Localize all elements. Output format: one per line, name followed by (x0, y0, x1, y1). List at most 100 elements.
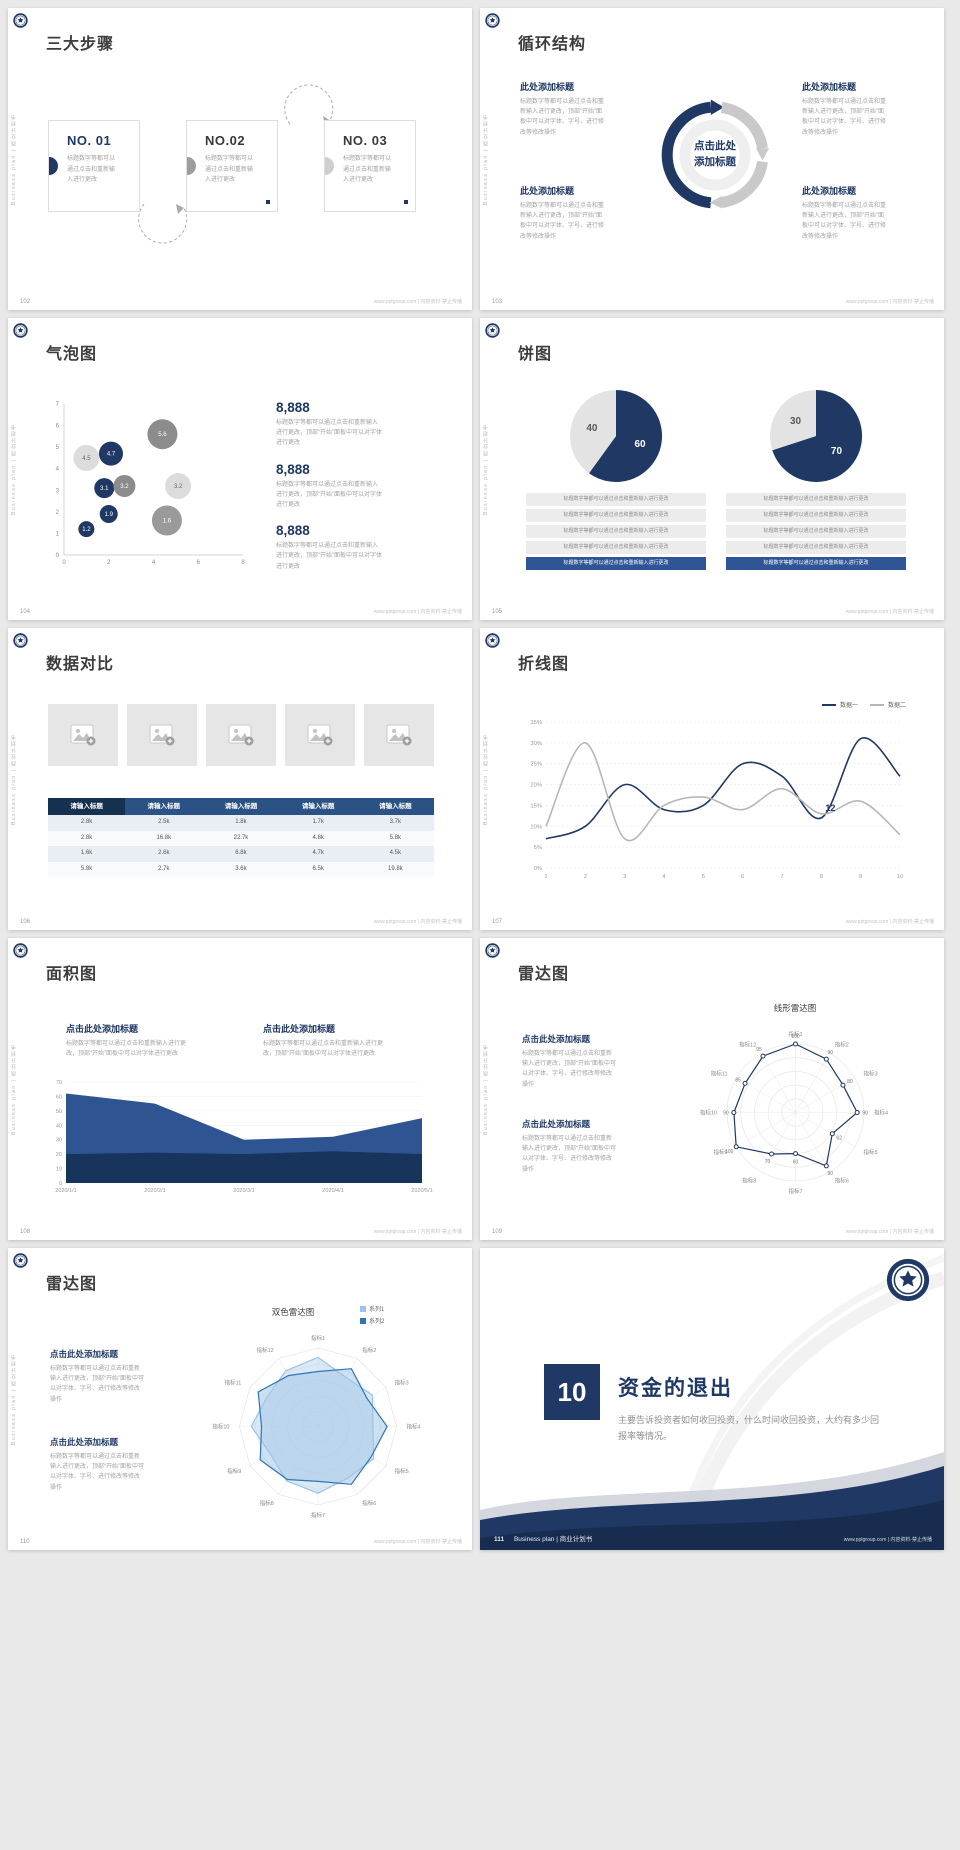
page-number: 106 (20, 919, 31, 925)
svg-text:指标7: 指标7 (311, 1511, 325, 1519)
slide-title: 数据对比 (46, 656, 115, 673)
table-header-cell: 请输入标题 (48, 798, 126, 815)
block-body: 标题数字等都可以通过点击和重新输入进行更改，顶部“开始”面板中可以对字体、字号、… (522, 1051, 616, 1088)
stat-item: 8,888 标题数字等都可以通过点击和重新输入进行更改，顶部“开始”面板中可以对… (276, 400, 382, 449)
page-number: 102 (20, 299, 31, 305)
svg-text:3.2: 3.2 (174, 484, 183, 490)
step-text: 标题数字等都可以通过点击和重新输入进行更改 (205, 156, 254, 183)
svg-text:62: 62 (836, 1136, 842, 1142)
vertical-label: Business plan | 商业计划书 (11, 113, 17, 205)
footer-site: www.pptgroup.com | 内容资料·禁止传播 (843, 1537, 932, 1543)
page-number: 107 (492, 919, 503, 925)
caption-bar-list: 标题数字等都可以通过点击和重新输入进行更改 标题数字等都可以通过点击和重新输入进行… (526, 493, 706, 570)
svg-text:指标3: 指标3 (395, 1378, 409, 1386)
block-title: 点击此处添加标题 (263, 1024, 336, 1034)
svg-text:2020/1/1: 2020/1/1 (55, 1188, 76, 1194)
caption-bar: 标题数字等都可以通过点击和重新输入进行更改 (726, 525, 906, 538)
page-number: 104 (20, 609, 31, 615)
block-body: 标题数字等都可以通过点击和重新输入进行更改，顶部“开始”面板中可以对字体、字号、… (50, 1454, 144, 1491)
table-cell: 16.8k (125, 830, 203, 846)
footer-site: www.pptgroup.com | 内容资料·禁止传播 (373, 1539, 462, 1545)
block-title: 点击此处添加标题 (50, 1349, 119, 1359)
svg-text:0%: 0% (534, 866, 542, 872)
svg-text:1.2: 1.2 (82, 527, 91, 533)
svg-text:8: 8 (820, 874, 823, 880)
slide-title: 雷达图 (46, 1276, 98, 1293)
slide-106[interactable]: Business plan | 商业计划书 数据对比 请输入标题 请输入标题 请输入… (8, 628, 472, 930)
svg-text:5: 5 (56, 445, 60, 451)
svg-text:指标12: 指标12 (257, 1346, 274, 1354)
svg-text:85: 85 (735, 1077, 741, 1083)
svg-text:9: 9 (859, 874, 862, 880)
table-cell: 22.7k (202, 830, 280, 846)
svg-text:3.2: 3.2 (120, 484, 129, 490)
table-cell: 4.5k (356, 846, 434, 862)
svg-text:指标8: 指标8 (260, 1499, 274, 1507)
section-number: 10 (544, 1364, 600, 1420)
legend-label: 系列1 (369, 1307, 385, 1313)
svg-text:100: 100 (791, 1034, 800, 1040)
table-cell: 6.5k (279, 861, 357, 877)
caption-bar: 标题数字等都可以通过点击和重新输入进行更改 (526, 525, 706, 538)
slide-107[interactable]: Business plan | 商业计划书 折线图 数据一 数据二 0% 5% 10… (480, 628, 944, 930)
stat-value: 8,888 (276, 523, 310, 539)
svg-text:90: 90 (862, 1111, 868, 1117)
block-body: 标题数字等都可以通过点击和重新输入进行更改，顶部“开始”面板中可以对字体、字号、… (802, 99, 887, 136)
svg-text:7: 7 (56, 402, 60, 408)
stats-column: 8,888 标题数字等都可以通过点击和重新输入进行更改，顶部“开始”面板中可以对… (276, 400, 382, 585)
block-title: 点击此处添加标题 (522, 1034, 591, 1044)
svg-text:40: 40 (586, 423, 598, 434)
vertical-label: Business plan | 商业计划书 (483, 423, 489, 515)
table-cell: 2.7k (125, 861, 203, 877)
step-card-1: NO. 01 标题数字等都可以通过点击和重新输入进行更改 (48, 120, 140, 212)
svg-text:2020/2/1: 2020/2/1 (144, 1188, 165, 1194)
svg-text:指标9: 指标9 (713, 1148, 727, 1156)
image-placeholder-icon (48, 704, 118, 766)
slide-111[interactable]: 10 资金的退出 主要告诉投资者如何收回投资，什么时间收回投资，大约有多少回报率… (480, 1248, 944, 1550)
section-title: 资金的退出 (618, 1377, 733, 1400)
vertical-label: Business plan | 商业计划书 (11, 423, 17, 515)
svg-text:4: 4 (662, 874, 666, 880)
legend-label: 数据一 (839, 703, 858, 709)
step-marker (49, 157, 58, 175)
logo-badge-icon (485, 633, 500, 648)
vertical-label: Business plan | 商业计划书 (483, 113, 489, 205)
svg-text:指标2: 指标2 (835, 1041, 849, 1049)
slide-102[interactable]: Business plan | 商业计划书 三大步骤 NO. 01 标题数字等都… (8, 8, 472, 310)
legend-item: 系列2 (360, 1316, 384, 1325)
slide-105[interactable]: Business plan | 商业计划书 饼图 60 40 标题数字等都可以通过… (480, 318, 944, 620)
svg-text:30%: 30% (530, 741, 542, 747)
text-block: 此处添加标题 标题数字等都可以通过点击和重新输入进行更改，顶部“开始”面板中可以… (520, 184, 626, 242)
text-block: 此处添加标题 标题数字等都可以通过点击和重新输入进行更改，顶部“开始”面板中可以… (802, 80, 908, 138)
slide-104[interactable]: Business plan | 商业计划书 气泡图 0 2 4 6 8 0 1 2 3 4 5 6 7 4… (8, 318, 472, 620)
slide-110[interactable]: Business plan | 商业计划书 雷达图 双色雷达图 系列1 系列2 … (8, 1248, 472, 1550)
legend-item: 系列1 (360, 1304, 384, 1313)
svg-text:指标2: 指标2 (362, 1346, 376, 1354)
logo-badge-icon (485, 323, 500, 338)
decor-square (404, 200, 408, 204)
radar-chart: 指标1 指标2 指标3 指标4 指标5 指标6 指标7 指标8 指标9 指标10 指标11 指标12 (212, 1334, 420, 1519)
vertical-label: Business plan | 商业计划书 (11, 1353, 17, 1445)
slide-title: 三大步骤 (46, 36, 115, 53)
comparison-table: 请输入标题 请输入标题 请输入标题 请输入标题 请输入标题 2.8k 2.5k 1.8k 1.7… (48, 798, 434, 877)
block-body: 标题数字等都可以通过点击和重新输入进行更改，顶部“开始”面板中可以对字体、字号、… (50, 1366, 144, 1403)
table-cell: 3.6k (202, 861, 280, 877)
footer-site: www.pptgroup.com | 内容资料·禁止传播 (373, 1229, 462, 1235)
slide-108[interactable]: Business plan | 商业计划书 面积图 点击此处添加标题 标题数字等… (8, 938, 472, 1240)
image-placeholder-row (48, 704, 434, 766)
pie-chart: 70 30 (770, 389, 863, 482)
divider-swoosh-background (480, 1254, 944, 1550)
page-number: 109 (492, 1229, 503, 1235)
slide-103[interactable]: Business plan | 商业计划书 循环结构 此处添加标题 标题数字等都… (480, 8, 944, 310)
vertical-label: Business plan | 商业计划书 (11, 733, 17, 825)
svg-text:2020/4/1: 2020/4/1 (322, 1188, 343, 1194)
svg-text:2: 2 (56, 510, 60, 516)
block-title: 此处添加标题 (802, 82, 857, 92)
table-cell: 1.6k (48, 846, 126, 862)
caption-bar: 标题数字等都可以通过点击和重新输入进行更改 (726, 557, 906, 570)
svg-text:70: 70 (765, 1159, 771, 1165)
stat-item: 8,888 标题数字等都可以通过点击和重新输入进行更改，顶部“开始”面板中可以对… (276, 462, 382, 511)
slide-109[interactable]: Business plan | 商业计划书 雷达图 线形雷达图 点击此处添加标题… (480, 938, 944, 1240)
svg-text:2020/5/1: 2020/5/1 (411, 1188, 432, 1194)
